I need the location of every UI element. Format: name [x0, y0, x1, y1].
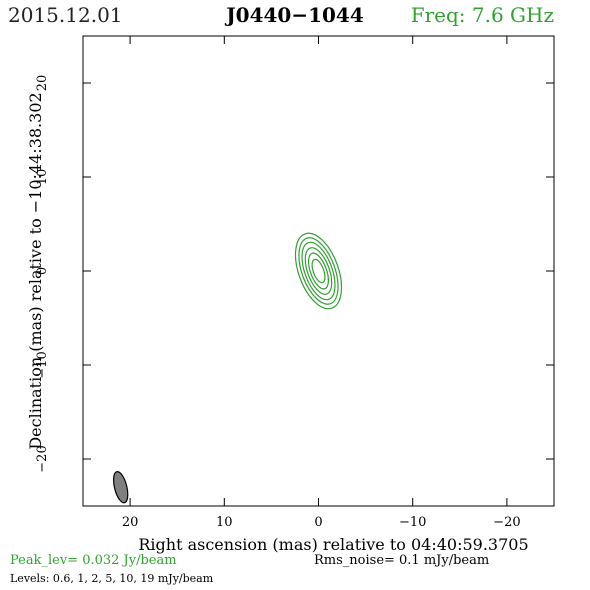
contour-ring [301, 241, 336, 301]
contour-ring [308, 252, 329, 290]
y-tick-label: −10 [35, 351, 50, 378]
contour-ring [304, 247, 333, 295]
observing-frequency: Freq: 7.6 GHz [410, 3, 554, 27]
contour-ring [294, 232, 343, 310]
contour-set [294, 232, 343, 310]
peak-level: Peak_lev= 0.032 Jy/beam [10, 553, 177, 568]
contour-ring [311, 258, 326, 284]
x-tick-label: 20 [122, 515, 139, 530]
x-tick-label: 10 [216, 515, 233, 530]
beam-ellipse [112, 471, 129, 504]
rms-noise: Rms_noise= 0.1 mJy/beam [314, 553, 490, 568]
contour-ring [298, 237, 339, 305]
x-tick-label: −10 [399, 515, 426, 530]
source-name: J0440−1044 [226, 3, 364, 27]
y-tick-label: 0 [35, 267, 50, 275]
beam-group [112, 471, 129, 504]
epoch-date: 2015.12.01 [8, 3, 123, 27]
plot-frame [82, 35, 555, 507]
y-tick-label: −20 [35, 445, 50, 472]
y-axis-label: Declination (mas) relative to −10:44:38.… [26, 92, 45, 449]
contour-levels: Levels: 0.6, 1, 2, 5, 10, 19 mJy/beam [10, 572, 214, 585]
x-axis-label: Right ascension (mas) relative to 04:40:… [138, 535, 528, 554]
tick-labels: 20 10 0 −10 −20 20 10 0 −10 −20 [35, 75, 521, 530]
y-tick-label: 20 [35, 75, 50, 92]
y-tick-label: 10 [35, 169, 50, 186]
axis-ticks [83, 36, 554, 506]
x-tick-label: 0 [314, 515, 322, 530]
x-tick-label: −20 [493, 515, 520, 530]
